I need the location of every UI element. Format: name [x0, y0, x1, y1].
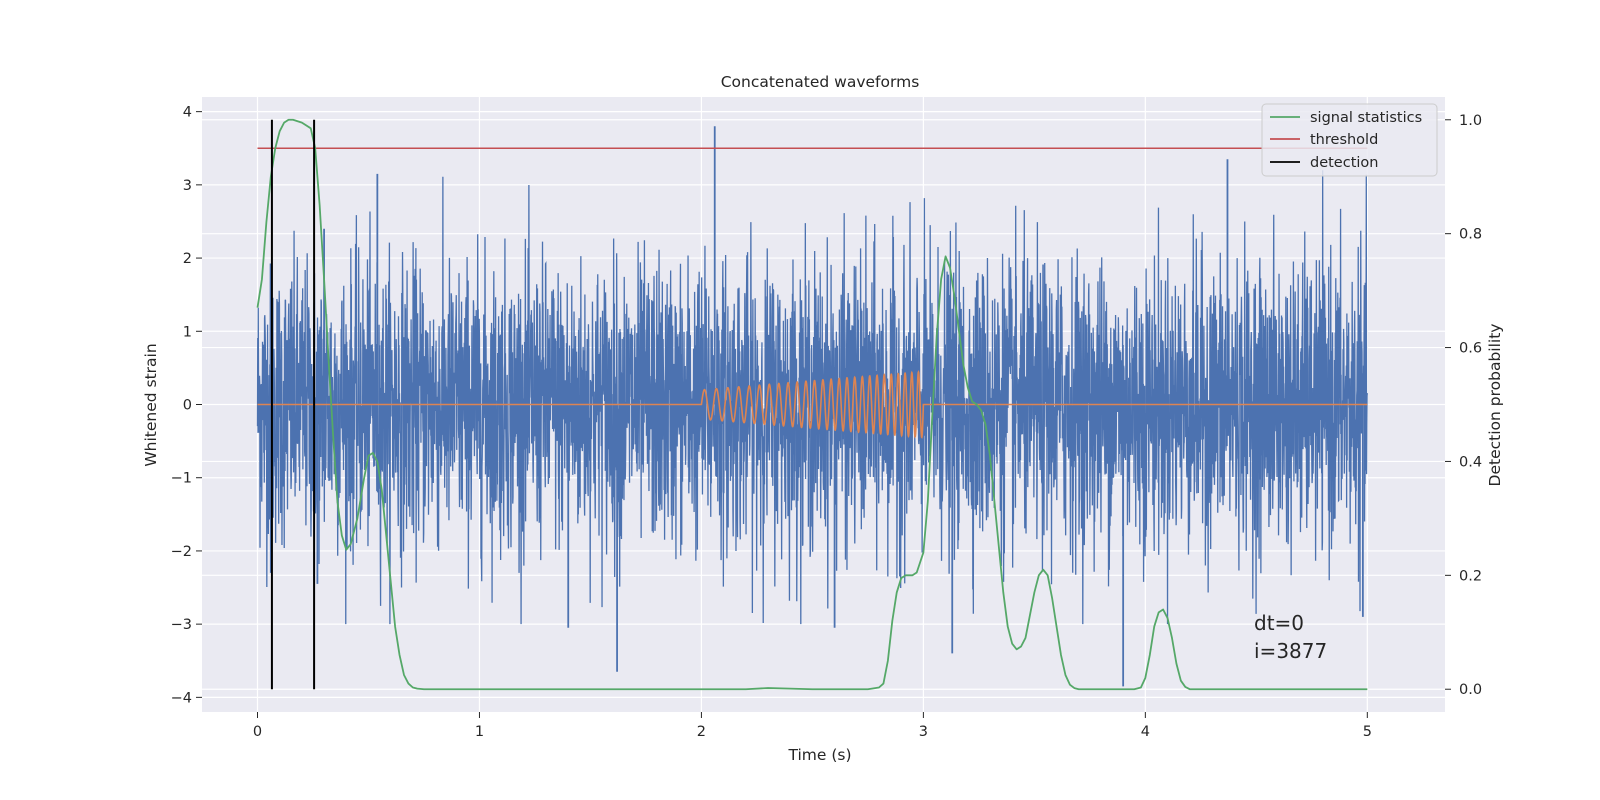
annotation-i: i=3877 [1254, 639, 1327, 663]
x-tick-label: 4 [1141, 724, 1150, 740]
legend-box [1261, 103, 1438, 177]
y2-tick-label: 0.6 [1459, 341, 1482, 357]
y-tick-label: 0 [183, 398, 192, 414]
y2-tick-label: 0.0 [1459, 682, 1482, 698]
y-tick-label: −3 [171, 617, 192, 633]
y-axis-label: Whitened strain [142, 343, 160, 466]
x-tick-label: 2 [697, 724, 706, 740]
y-tick-label: −2 [171, 544, 192, 560]
legend-label-threshold: threshold [1310, 132, 1378, 148]
waveform-series [257, 369, 1368, 439]
strain-line [256, 170, 1368, 625]
y-tick-label: 4 [183, 105, 192, 121]
x-tick-label: 1 [475, 724, 484, 740]
annotation-dt: dt=0 [1254, 611, 1304, 635]
y-tick-label: 2 [183, 251, 192, 267]
y-tick-label: −1 [171, 471, 192, 487]
x-tick-label: 5 [1363, 724, 1372, 740]
x-tick-label: 3 [919, 724, 928, 740]
y-tick-label: −4 [171, 690, 192, 706]
probability-layer [256, 118, 1368, 691]
x-tick-label: 0 [253, 724, 262, 740]
y2-axis-label: Detection probability [1486, 324, 1504, 487]
legend-label-detection: detection [1310, 155, 1378, 171]
y2-tick-label: 1.0 [1459, 113, 1482, 129]
y-tick-label: 3 [183, 178, 192, 194]
y2-tick-label: 0.8 [1459, 227, 1482, 243]
y2-tick-label: 0.2 [1459, 568, 1482, 584]
legend-label-signal-statistics: signal statistics [1310, 110, 1422, 126]
x-axis-label: Time (s) [787, 746, 851, 764]
y-tick-label: 1 [183, 324, 192, 340]
strain-series [256, 126, 1368, 687]
y2-tick-label: 0.4 [1459, 454, 1482, 470]
chart-title: Concatenated waveforms [721, 73, 920, 91]
waveform-line [257, 369, 1368, 439]
axes: 0 1 2 3 4 5 −4 −3 −2 −1 0 1 2 3 4 0.0 0.2 0.4 0.6 0.8 1.0 [171, 105, 1482, 740]
legend: signal statistics threshold detection [1261, 103, 1438, 177]
signal-statistics-line [256, 118, 1368, 691]
